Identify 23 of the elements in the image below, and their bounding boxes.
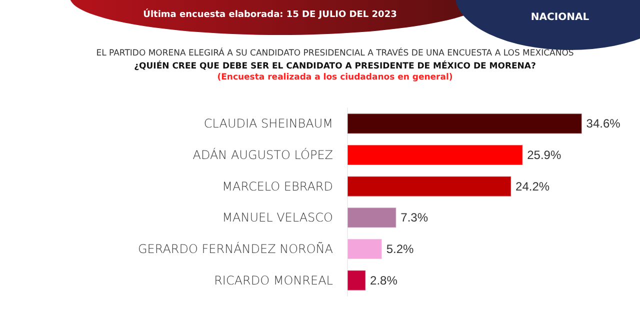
bar <box>347 176 512 197</box>
data-label: 7.3% <box>400 210 428 225</box>
bar <box>347 144 524 166</box>
data-label: 34.6% <box>586 116 621 131</box>
y-tick-label: MANUEL VELASCO <box>222 210 333 225</box>
bar <box>347 238 382 260</box>
y-tick-label: CLAUDIA SHEINBAUM <box>204 116 333 131</box>
text: NACIONAL <box>530 12 590 23</box>
y-tick-label: GERARDO FERNÁNDEZ NOROÑA <box>138 241 333 256</box>
data-label: 5.2% <box>386 242 414 256</box>
bar <box>347 270 366 291</box>
text: (Encuesta realizada a los ciudadanos en general) <box>217 72 453 82</box>
y-tick-label: RICARDO MONREAL <box>214 273 334 288</box>
data-label: 24.2% <box>516 179 550 194</box>
data-label: 2.8% <box>370 273 398 288</box>
y-tick-label: ADÁN AUGUSTO LÓPEZ <box>192 147 333 162</box>
text: Última encuesta elaborada: 15 DE JULIO DEL 2023 <box>142 10 398 20</box>
data-label: 25.9% <box>527 148 562 162</box>
chart-title: EL PARTIDO MORENA ELEGIRÁ A SU CANDIDATO PRESIDENCIAL A TRAVÉS DE UNA ENCUESTA A LOS MEXICANOS <box>96 48 574 58</box>
bar <box>347 207 397 228</box>
y-tick-label: MARCELO EBRARD <box>222 179 333 194</box>
bar <box>347 113 582 134</box>
chart-subtitle: ¿QUIÉN CREE QUE DEBE SER EL CANDIDATO A PRESIDENTE DE MÉXICO DE MORENA? <box>134 60 536 72</box>
